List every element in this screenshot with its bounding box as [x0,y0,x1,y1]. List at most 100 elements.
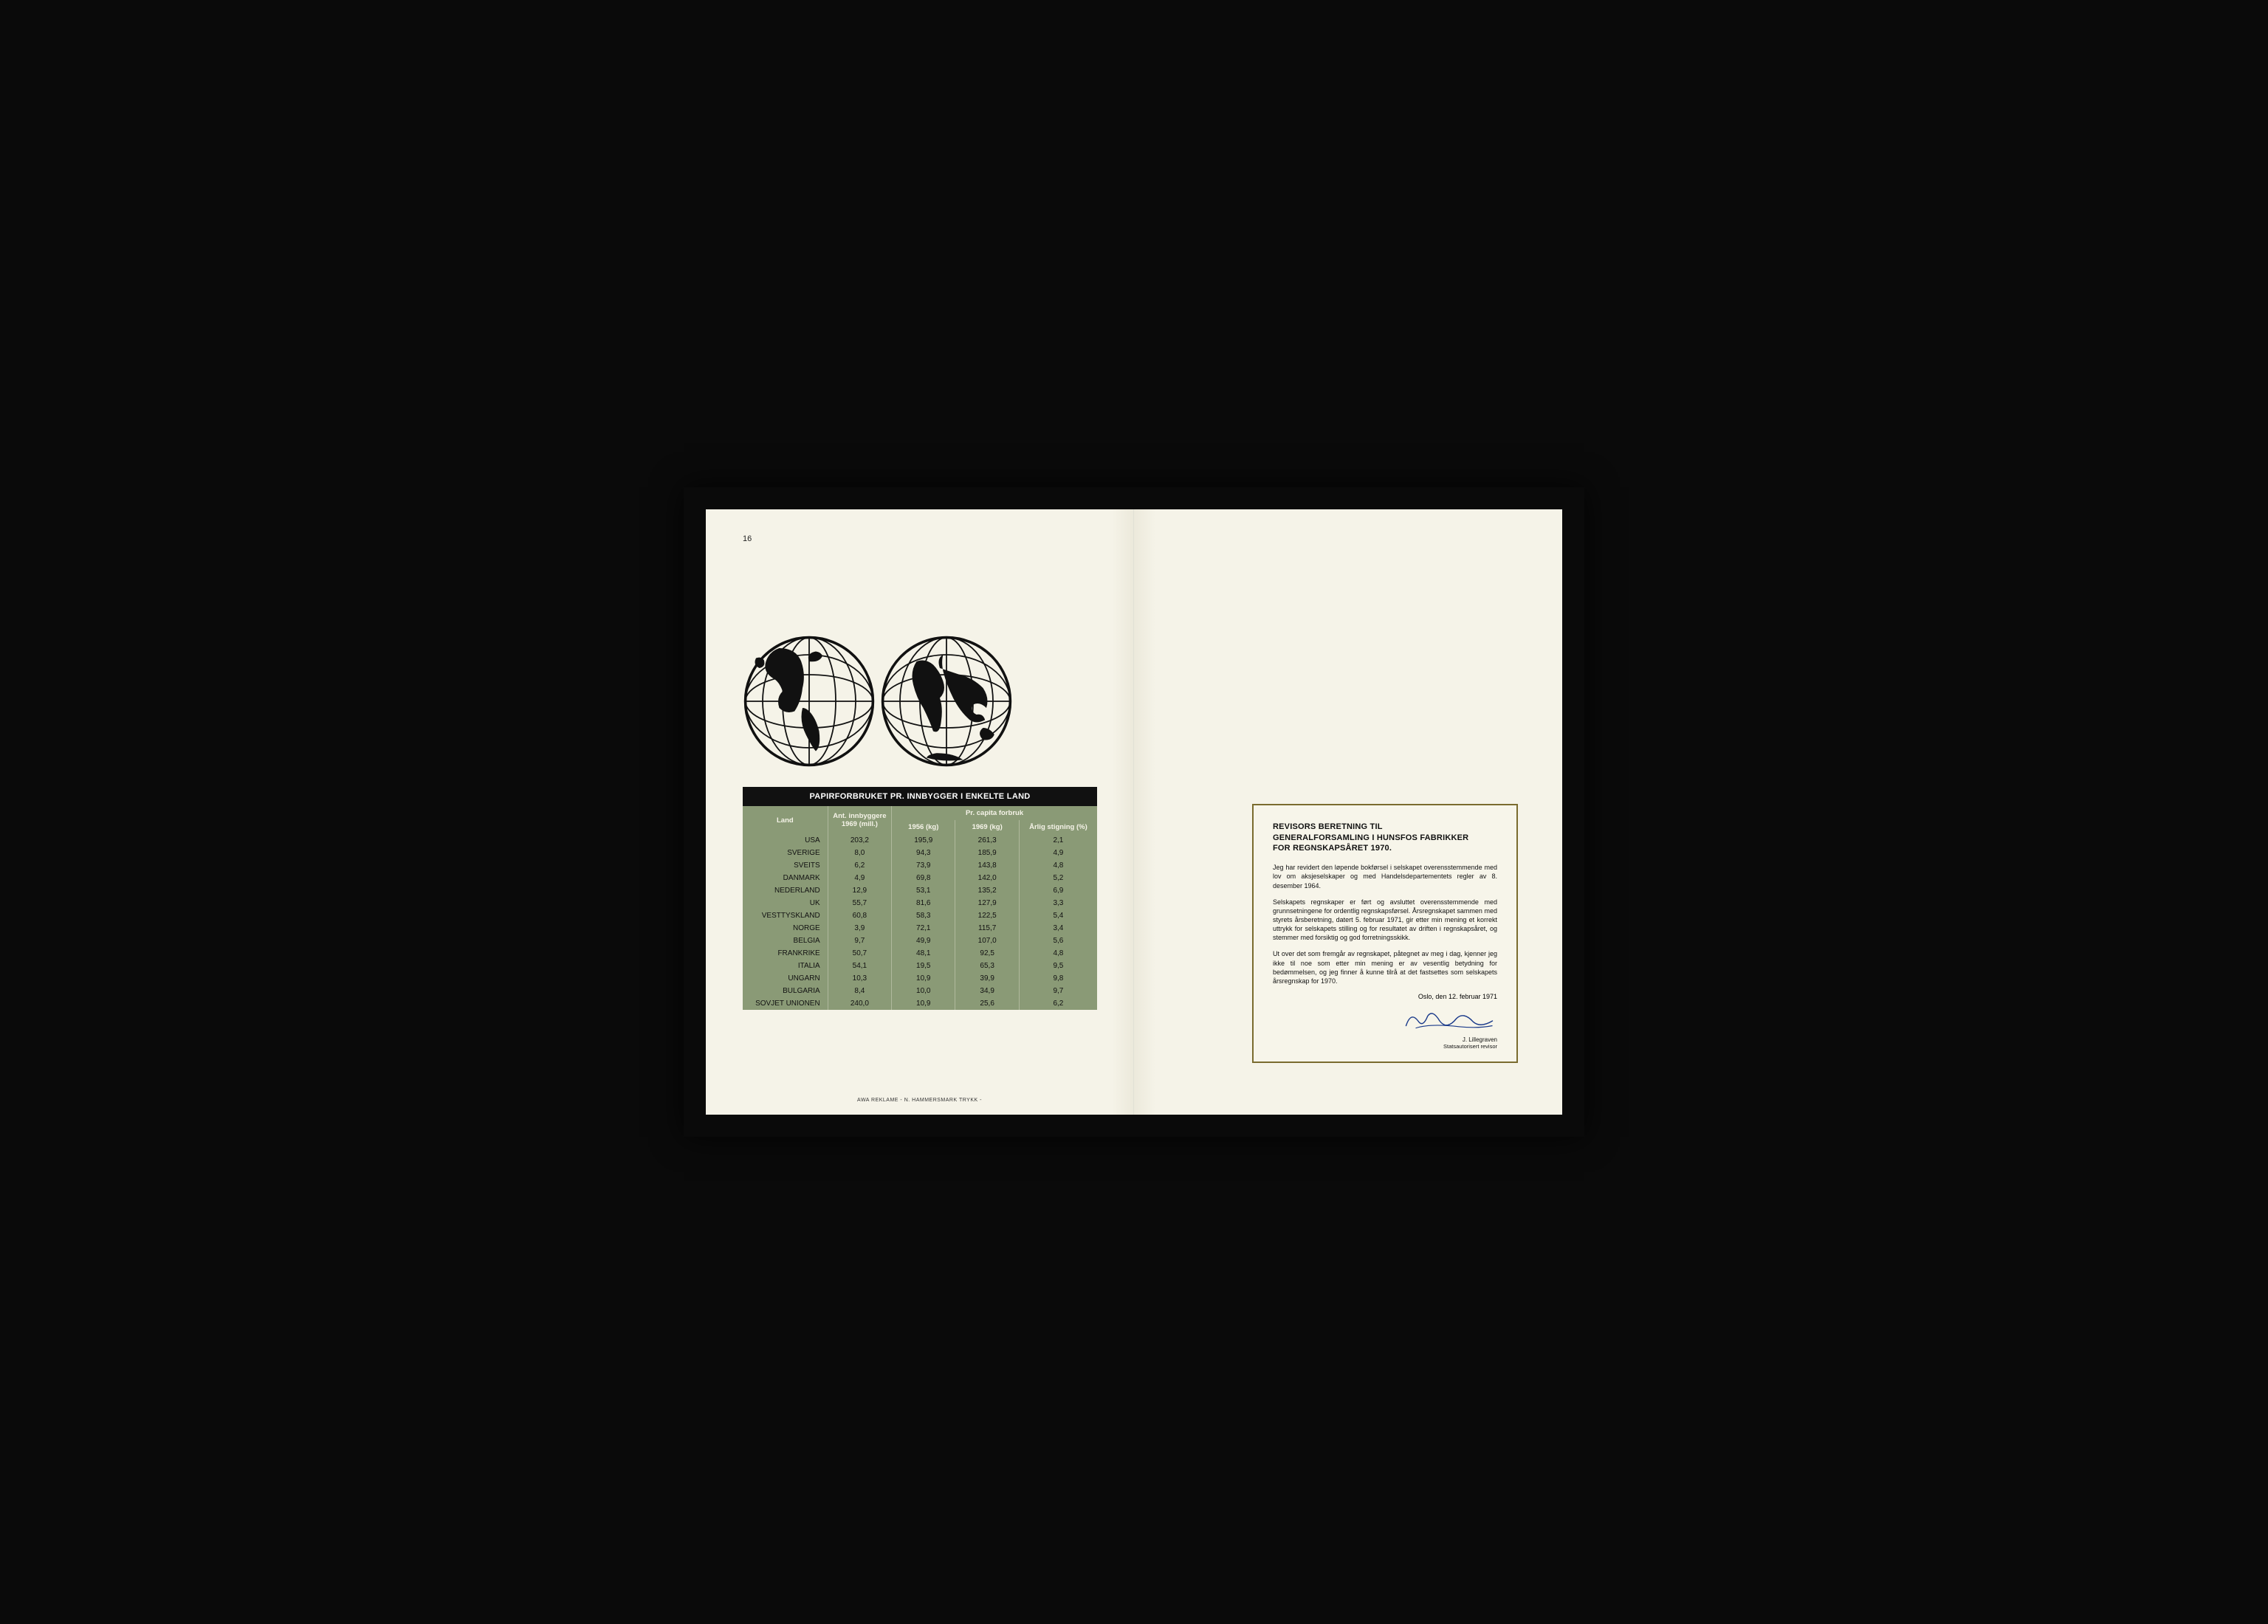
cell-population: 9,7 [828,935,891,947]
cell-rise: 5,2 [1019,872,1097,884]
cell-population: 6,2 [828,859,891,872]
cell-land: ITALIA [743,960,828,972]
table-row: UK55,781,6127,93,3 [743,897,1097,909]
table-title: PAPIRFORBRUKET PR. INNBYGGER I ENKELTE L… [743,787,1097,806]
table-row: FRANKRIKE50,748,192,54,8 [743,947,1097,960]
page-left: 16 [706,509,1134,1115]
table-row: SVERIGE8,094,3185,94,9 [743,847,1097,859]
signature-icon [1401,1006,1497,1036]
cell-1969: 143,8 [955,859,1019,872]
cell-population: 240,0 [828,997,891,1010]
paper-consumption-table: PAPIRFORBRUKET PR. INNBYGGER I ENKELTE L… [743,787,1097,1010]
cell-1969: 25,6 [955,997,1019,1010]
cell-1956: 53,1 [892,884,955,897]
cell-1956: 94,3 [892,847,955,859]
cell-1969: 115,7 [955,922,1019,935]
cell-population: 8,0 [828,847,891,859]
cell-1956: 10,0 [892,985,955,997]
auditor-title: REVISORS BERETNING TIL GENERALFORSAMLING… [1273,822,1497,855]
globe-east-icon [880,635,1013,768]
cell-land: BULGARIA [743,985,828,997]
table-row: ITALIA54,119,565,39,5 [743,960,1097,972]
cell-rise: 4,8 [1019,947,1097,960]
cell-rise: 3,3 [1019,897,1097,909]
auditor-title-line1: REVISORS BERETNING TIL [1273,822,1383,831]
globes-illustration [743,635,1096,768]
table-row: BULGARIA8,410,034,99,7 [743,985,1097,997]
cell-land: SOVJET UNIONEN [743,997,828,1010]
cell-population: 50,7 [828,947,891,960]
cell-land: UNGARN [743,972,828,985]
cell-1956: 195,9 [892,834,955,847]
cell-rise: 3,4 [1019,922,1097,935]
cell-land: DANMARK [743,872,828,884]
cell-rise: 4,9 [1019,847,1097,859]
cell-population: 10,3 [828,972,891,985]
signature-name: J. Lillegraven [1273,1036,1497,1043]
cell-land: UK [743,897,828,909]
table-row: UNGARN10,310,939,99,8 [743,972,1097,985]
cell-1956: 73,9 [892,859,955,872]
col-header-land: Land [743,806,828,834]
cell-land: VESTTYSKLAND [743,909,828,922]
cell-1969: 261,3 [955,834,1019,847]
table-row: SOVJET UNIONEN240,010,925,66,2 [743,997,1097,1010]
cell-land: USA [743,834,828,847]
cell-population: 12,9 [828,884,891,897]
cell-land: NEDERLAND [743,884,828,897]
auditor-signature: J. Lillegraven Statsautorisert revisor [1273,1006,1497,1050]
cell-1969: 127,9 [955,897,1019,909]
cell-population: 54,1 [828,960,891,972]
table-row: NEDERLAND12,953,1135,26,9 [743,884,1097,897]
table-row: VESTTYSKLAND60,858,3122,55,4 [743,909,1097,922]
signature-role: Statsautorisert revisor [1273,1043,1497,1050]
cell-rise: 4,8 [1019,859,1097,872]
cell-population: 60,8 [828,909,891,922]
auditor-paragraph-1: Jeg har revidert den løpende bokførsel i… [1273,863,1497,890]
cell-land: SVERIGE [743,847,828,859]
cell-rise: 2,1 [1019,834,1097,847]
auditor-paragraph-2: Selskapets regnskaper er ført og avslutt… [1273,898,1497,943]
book-spread: 16 [684,487,1584,1137]
cell-1969: 65,3 [955,960,1019,972]
cell-1969: 107,0 [955,935,1019,947]
cell-1956: 10,9 [892,972,955,985]
cell-1956: 10,9 [892,997,955,1010]
cell-1956: 81,6 [892,897,955,909]
col-header-population: Ant. innbyggere 1969 (mill.) [828,806,891,834]
cell-rise: 6,9 [1019,884,1097,897]
cell-1956: 48,1 [892,947,955,960]
auditor-title-line2: GENERALFORSAMLING I HUNSFOS FABRIKKER [1273,833,1468,842]
page-right: REVISORS BERETNING TIL GENERALFORSAMLING… [1134,509,1562,1115]
cell-1969: 34,9 [955,985,1019,997]
cell-land: NORGE [743,922,828,935]
col-header-percapita-group: Pr. capita forbruk [892,806,1097,820]
table-row: SVEITS6,273,9143,84,8 [743,859,1097,872]
cell-rise: 9,7 [1019,985,1097,997]
cell-population: 55,7 [828,897,891,909]
cell-1969: 122,5 [955,909,1019,922]
table-row: BELGIA9,749,9107,05,6 [743,935,1097,947]
cell-rise: 5,4 [1019,909,1097,922]
cell-population: 203,2 [828,834,891,847]
auditor-report-box: REVISORS BERETNING TIL GENERALFORSAMLING… [1252,804,1518,1063]
auditor-paragraph-3: Ut over det som fremgår av regnskapet, p… [1273,949,1497,985]
col-header-1956: 1956 (kg) [892,820,955,834]
cell-1956: 69,8 [892,872,955,884]
cell-population: 3,9 [828,922,891,935]
col-header-rise: Årlig stigning (%) [1019,820,1097,834]
cell-1969: 135,2 [955,884,1019,897]
cell-1956: 58,3 [892,909,955,922]
cell-1956: 49,9 [892,935,955,947]
table-row: DANMARK4,969,8142,05,2 [743,872,1097,884]
cell-1969: 142,0 [955,872,1019,884]
auditor-date: Oslo, den 12. februar 1971 [1273,993,1497,1000]
cell-1956: 19,5 [892,960,955,972]
page-number: 16 [743,534,752,543]
table-row: USA203,2195,9261,32,1 [743,834,1097,847]
col-header-1969: 1969 (kg) [955,820,1019,834]
cell-1969: 92,5 [955,947,1019,960]
auditor-title-line3: FOR REGNSKAPSÅRET 1970. [1273,844,1392,853]
table-row: NORGE3,972,1115,73,4 [743,922,1097,935]
globe-west-icon [743,635,876,768]
